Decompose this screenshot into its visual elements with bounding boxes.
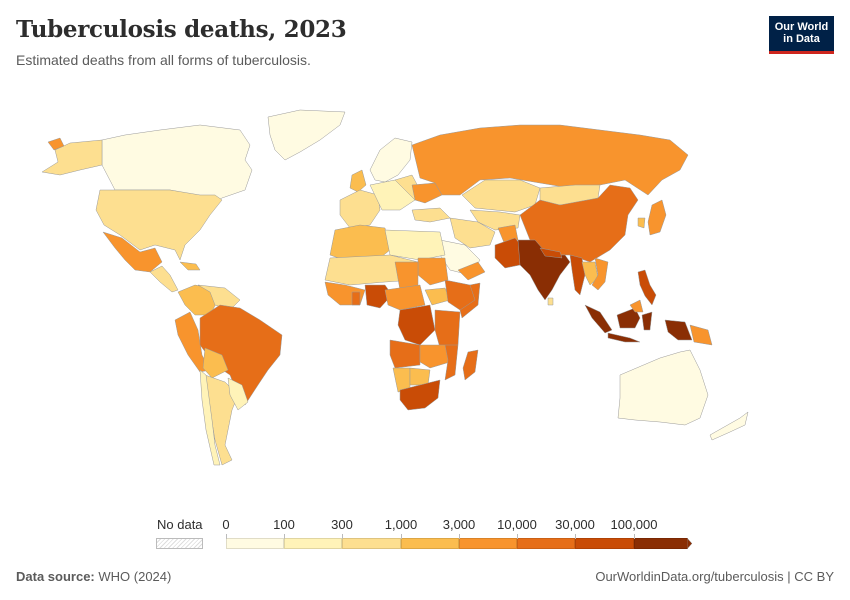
region-kenya-tanzania[interactable]	[434, 309, 461, 349]
legend-tick	[342, 534, 343, 539]
region-ukraine[interactable]	[411, 182, 443, 204]
legend-no-data-swatch[interactable]	[156, 538, 203, 549]
legend-tick	[226, 534, 227, 539]
region-drc[interactable]	[397, 304, 436, 346]
region-france-spain[interactable]	[339, 189, 381, 229]
region-sulawesi[interactable]	[641, 311, 653, 331]
region-somalia[interactable]	[459, 282, 481, 319]
legend-bin-10000-30000[interactable]	[517, 538, 575, 549]
region-greenland[interactable]	[267, 109, 346, 161]
region-colombia[interactable]	[177, 284, 219, 316]
legend-tick-label: 100,000	[610, 517, 658, 532]
legend: No data 0 100 300 1,000 3,000 10,000 30,…	[0, 510, 850, 555]
region-cameroon-car[interactable]	[384, 284, 426, 311]
legend-bin-300-1000[interactable]	[342, 538, 401, 549]
region-bolivia[interactable]	[202, 347, 229, 379]
region-new-zealand[interactable]	[709, 411, 749, 441]
region-mexico[interactable]	[102, 231, 163, 273]
region-sri-lanka[interactable]	[547, 297, 554, 306]
region-madagascar[interactable]	[462, 349, 479, 381]
legend-tick	[401, 534, 402, 539]
legend-tick-label: 30,000	[555, 517, 595, 532]
legend-tick-label: 300	[331, 517, 353, 532]
data-source-label: Data source:	[16, 569, 95, 584]
region-yemen[interactable]	[457, 261, 486, 281]
region-philippines[interactable]	[637, 269, 657, 306]
region-myanmar[interactable]	[569, 254, 586, 296]
region-botswana[interactable]	[409, 367, 431, 386]
region-nepal[interactable]	[539, 247, 563, 259]
region-borneo[interactable]	[616, 307, 641, 329]
legend-arrow-icon	[687, 538, 693, 549]
region-central-america[interactable]	[149, 265, 179, 293]
legend-no-data-label: No data	[157, 517, 203, 532]
region-scandinavia[interactable]	[369, 137, 413, 183]
region-usa[interactable]	[95, 189, 223, 261]
legend-bin-30000-100000[interactable]	[575, 538, 634, 549]
region-sudan[interactable]	[417, 257, 449, 286]
region-ghana[interactable]	[351, 291, 361, 306]
logo-line1: Our World	[774, 21, 829, 33]
region-south-africa[interactable]	[399, 379, 441, 411]
owid-logo[interactable]: Our World in Data	[769, 16, 834, 54]
legend-bin-over-100000[interactable]	[634, 538, 688, 549]
region-caribbean[interactable]	[179, 261, 201, 271]
legend-tick-label: 0	[222, 517, 230, 532]
region-uk[interactable]	[349, 169, 367, 193]
region-russia[interactable]	[411, 124, 689, 196]
legend-tick	[517, 534, 518, 539]
legend-bin-100-300[interactable]	[284, 538, 342, 549]
legend-tick	[575, 534, 576, 539]
region-chile[interactable]	[199, 369, 221, 466]
region-java[interactable]	[607, 332, 641, 343]
legend-tick-label: 1,000	[384, 517, 418, 532]
region-papua-new-guinea[interactable]	[689, 324, 713, 346]
legend-bin-3000-10000[interactable]	[459, 538, 517, 549]
world-map	[41, 109, 749, 466]
region-chad-niger[interactable]	[394, 261, 419, 291]
region-iran[interactable]	[449, 217, 496, 249]
chart-title: Tuberculosis deaths, 2023	[16, 16, 347, 43]
region-australia[interactable]	[617, 349, 709, 426]
legend-bin-1000-3000[interactable]	[401, 538, 459, 549]
legend-tick-label: 10,000	[497, 517, 537, 532]
data-source-value[interactable]: WHO (2024)	[98, 569, 172, 584]
region-uruguay-paraguay[interactable]	[227, 377, 249, 411]
region-alaska[interactable]	[41, 139, 103, 176]
region-sumatra[interactable]	[584, 304, 613, 334]
region-zambia-zimbabwe[interactable]	[419, 344, 451, 369]
data-source: Data source: WHO (2024)	[16, 569, 171, 584]
region-chukotka[interactable]	[47, 137, 65, 151]
region-papua[interactable]	[664, 319, 693, 341]
source-url-link[interactable]: OurWorldinData.org/tuberculosis | CC BY	[595, 569, 834, 584]
legend-tick	[634, 534, 635, 539]
region-vietnam[interactable]	[591, 257, 609, 291]
region-turkey[interactable]	[411, 207, 451, 223]
legend-tick-label: 3,000	[442, 517, 476, 532]
chart-subtitle: Estimated deaths from all forms of tuber…	[16, 52, 311, 68]
region-japan[interactable]	[647, 199, 667, 236]
region-angola[interactable]	[389, 339, 421, 369]
legend-tick	[459, 534, 460, 539]
region-malaysia-borneo[interactable]	[629, 299, 644, 313]
legend-tick-label: 100	[273, 517, 295, 532]
legend-tick	[284, 534, 285, 539]
region-libya-egypt[interactable]	[384, 229, 446, 261]
legend-bin-0-100[interactable]	[226, 538, 284, 549]
region-mozambique[interactable]	[444, 344, 459, 381]
region-south-korea[interactable]	[637, 217, 646, 229]
logo-line2: in Data	[783, 33, 820, 45]
